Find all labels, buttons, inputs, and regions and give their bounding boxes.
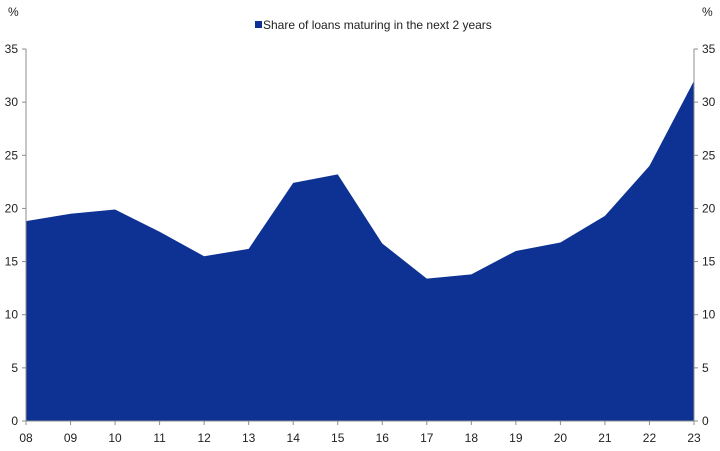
axis-ticks: 0 0 5 5 10 10 15 15 20 20 25 25 30 30 35 35 08 09 10 11 12 13… bbox=[5, 42, 716, 445]
y-tick-label-right-5: 5 bbox=[702, 361, 709, 375]
y-tick-label-right-25: 25 bbox=[702, 148, 716, 162]
y-tick-label-left-30: 30 bbox=[5, 95, 19, 109]
x-tick-label-19: 19 bbox=[509, 431, 523, 445]
x-tick-label-08: 08 bbox=[19, 431, 33, 445]
y-tick-label-left-35: 35 bbox=[5, 42, 19, 56]
y-tick-label-left-10: 10 bbox=[5, 308, 19, 322]
y-tick-label-right-0: 0 bbox=[702, 414, 709, 428]
x-tick-label-16: 16 bbox=[376, 431, 390, 445]
x-tick-label-14: 14 bbox=[287, 431, 301, 445]
y-tick-label-right-15: 15 bbox=[702, 255, 716, 269]
legend-label: Share of loans maturing in the next 2 ye… bbox=[263, 18, 492, 32]
area-series-loans-maturing bbox=[26, 80, 694, 421]
y-tick-label-right-35: 35 bbox=[702, 42, 716, 56]
y-tick-label-right-10: 10 bbox=[702, 308, 716, 322]
x-tick-label-21: 21 bbox=[598, 431, 612, 445]
x-tick-label-23: 23 bbox=[687, 431, 701, 445]
x-tick-label-13: 13 bbox=[242, 431, 256, 445]
x-tick-label-20: 20 bbox=[554, 431, 568, 445]
y-tick-label-right-30: 30 bbox=[702, 95, 716, 109]
y-tick-label-left-15: 15 bbox=[5, 255, 19, 269]
x-tick-label-09: 09 bbox=[64, 431, 78, 445]
x-tick-label-15: 15 bbox=[331, 431, 345, 445]
y-axis-left-unit: % bbox=[8, 5, 19, 19]
legend-swatch bbox=[255, 21, 262, 28]
y-tick-label-left-25: 25 bbox=[5, 148, 19, 162]
y-tick-label-left-0: 0 bbox=[11, 414, 18, 428]
x-tick-label-22: 22 bbox=[643, 431, 657, 445]
y-axis-right-unit: % bbox=[702, 5, 713, 19]
y-tick-label-right-20: 20 bbox=[702, 201, 716, 215]
y-tick-label-left-20: 20 bbox=[5, 201, 19, 215]
x-tick-label-17: 17 bbox=[420, 431, 434, 445]
x-tick-label-11: 11 bbox=[153, 431, 166, 445]
x-tick-label-10: 10 bbox=[108, 431, 122, 445]
x-tick-label-12: 12 bbox=[197, 431, 211, 445]
y-tick-label-left-5: 5 bbox=[11, 361, 18, 375]
x-tick-label-18: 18 bbox=[465, 431, 479, 445]
